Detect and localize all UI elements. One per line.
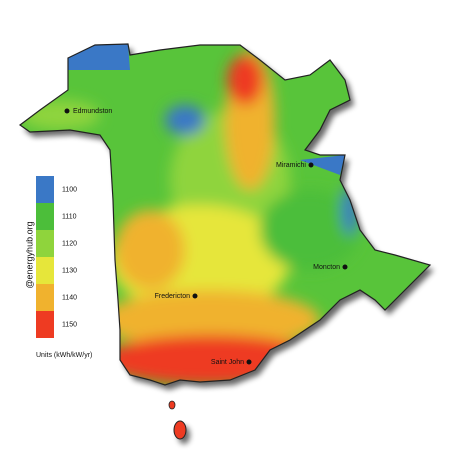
legend-swatch xyxy=(36,230,54,257)
legend-swatch xyxy=(36,284,54,311)
units: Units (kWh/kW/yr) xyxy=(36,352,92,359)
city-label: Edmundston xyxy=(73,108,112,115)
cities: Edmundston Miramichi Moncton Fredericton Sai… xyxy=(64,108,348,366)
legend-label: 1110 xyxy=(62,213,77,220)
island xyxy=(168,400,176,410)
legend-label: 1140 xyxy=(62,294,77,301)
legend-label: 1100 xyxy=(62,186,77,193)
city-label: Saint John xyxy=(211,359,244,366)
legend: 1100 1110 1120 1130 1140 1150 xyxy=(36,176,77,338)
city-dot xyxy=(192,293,198,299)
city-dot xyxy=(342,264,348,270)
legend-label: 1130 xyxy=(62,267,77,274)
city-label: Fredericton xyxy=(155,293,191,300)
city-dot xyxy=(64,108,70,114)
legend-swatch xyxy=(36,203,54,230)
city-label: Miramichi xyxy=(276,162,306,169)
city-label: Moncton xyxy=(313,264,340,271)
legend-swatch xyxy=(36,176,54,203)
legend-swatch xyxy=(36,257,54,284)
island xyxy=(173,420,187,440)
legend-swatch xyxy=(36,311,54,338)
legend-label: 1150 xyxy=(62,321,77,328)
credit: @energyhub.org xyxy=(24,221,34,288)
city-dot xyxy=(308,162,314,168)
legend-label: 1120 xyxy=(62,240,77,247)
city-dot xyxy=(246,359,252,365)
